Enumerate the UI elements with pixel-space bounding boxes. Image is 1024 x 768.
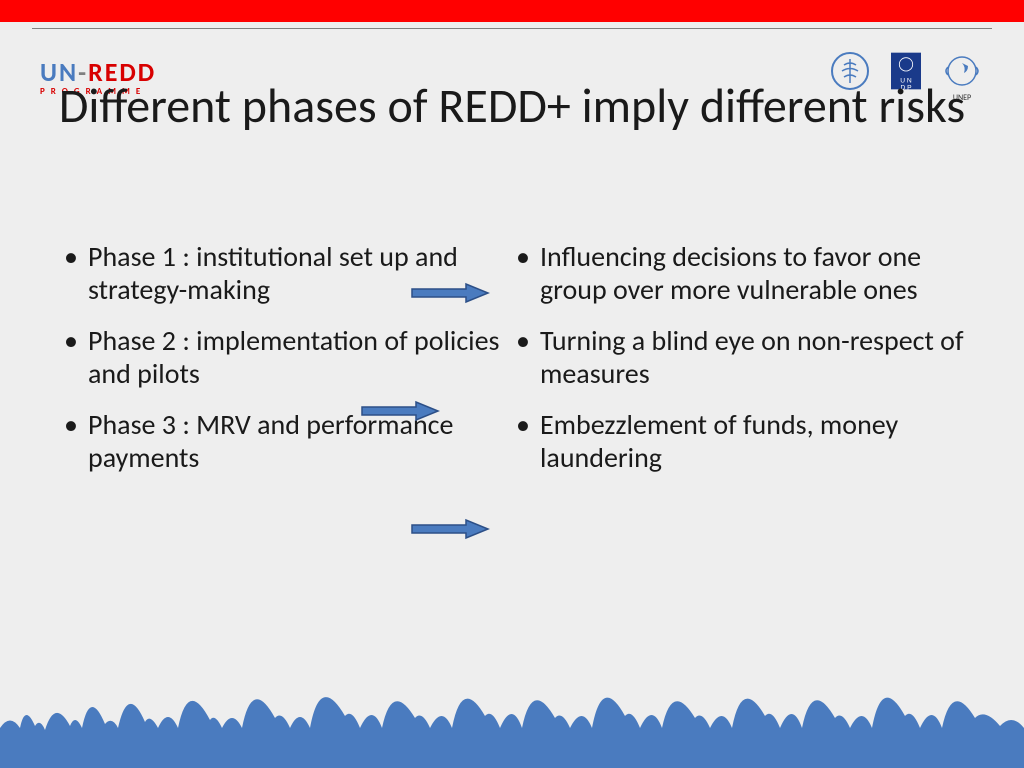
list-item: Embezzlement of funds, money laundering bbox=[512, 408, 964, 474]
list-item: Phase 1 : institutional set up and strat… bbox=[60, 240, 512, 306]
left-list: Phase 1 : institutional set up and strat… bbox=[60, 240, 512, 474]
slide-body: Phase 1 : institutional set up and strat… bbox=[0, 240, 1024, 768]
list-item: Turning a blind eye on non-respect of me… bbox=[512, 324, 964, 390]
top-accent-bar bbox=[0, 0, 1024, 22]
list-item: Influencing decisions to favor one group… bbox=[512, 240, 964, 306]
right-list: Influencing decisions to favor one group… bbox=[512, 240, 964, 474]
right-column: Influencing decisions to favor one group… bbox=[512, 240, 964, 768]
list-item: Phase 3 : MRV and performance payments bbox=[60, 408, 512, 474]
top-separator bbox=[32, 28, 992, 30]
list-item: Phase 2 : implementation of policies and… bbox=[60, 324, 512, 390]
slide: UN-REDD PROGRAMME U ND P UNEP Different … bbox=[0, 0, 1024, 768]
slide-title: Different phases of REDD+ imply differen… bbox=[0, 78, 1024, 133]
left-column: Phase 1 : institutional set up and strat… bbox=[60, 240, 512, 768]
